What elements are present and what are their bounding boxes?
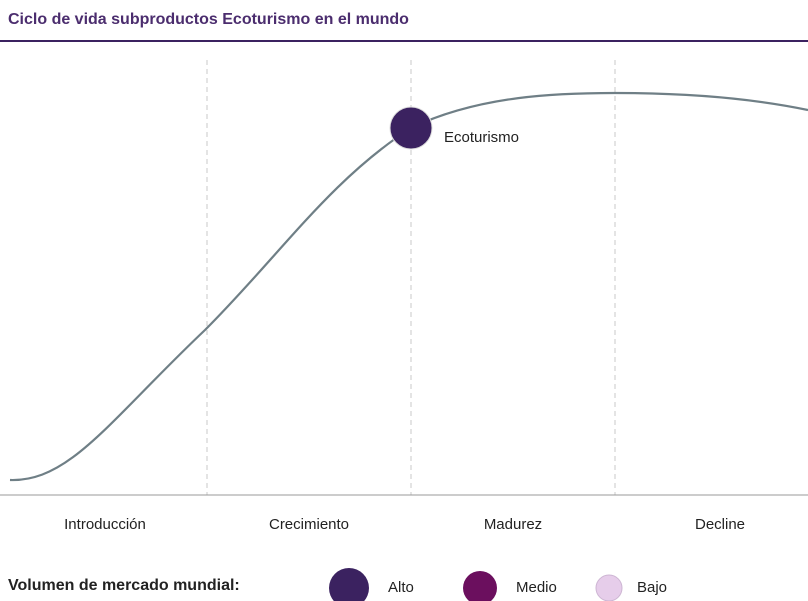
product-label: Ecoturismo xyxy=(444,129,519,146)
stage-label: Crecimiento xyxy=(269,516,349,533)
legend-label: Alto xyxy=(388,579,414,596)
legend-title: Volumen de mercado mundial: xyxy=(8,577,240,594)
legend-swatch xyxy=(463,571,497,601)
stage-label: Madurez xyxy=(484,516,542,533)
product-marker xyxy=(389,106,433,150)
legend-swatch xyxy=(329,568,369,601)
title: Ciclo de vida subproductos Ecoturismo en… xyxy=(8,11,409,28)
lifecycle-curve xyxy=(9,91,808,482)
legend-label: Medio xyxy=(516,579,557,596)
stage-label: Introducción xyxy=(64,516,146,533)
legend-label: Bajo xyxy=(637,579,667,596)
legend-swatch xyxy=(595,574,623,601)
stage-label: Decline xyxy=(695,516,745,533)
